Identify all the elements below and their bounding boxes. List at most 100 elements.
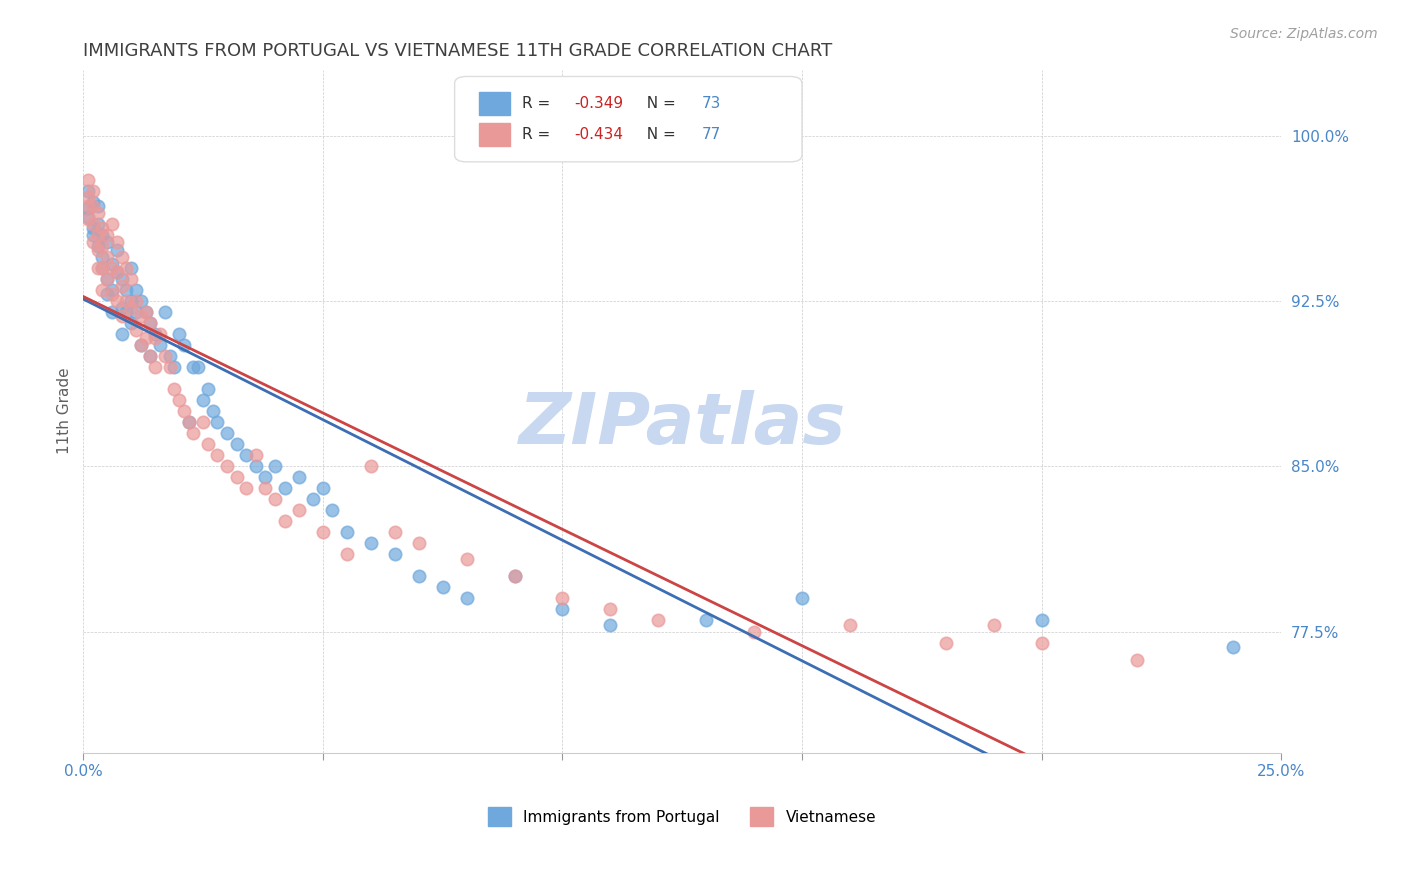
Point <box>173 404 195 418</box>
Point <box>82 217 104 231</box>
Point <box>111 250 134 264</box>
Point <box>101 260 124 275</box>
Point <box>77 212 100 227</box>
Point <box>288 470 311 484</box>
Point <box>86 244 108 258</box>
Point <box>312 481 335 495</box>
Point <box>105 244 128 258</box>
Point <box>456 551 478 566</box>
Point <box>935 635 957 649</box>
Point <box>254 481 277 495</box>
Point <box>599 602 621 616</box>
Point <box>264 459 287 474</box>
Point <box>96 272 118 286</box>
Point <box>245 459 267 474</box>
Point <box>96 250 118 264</box>
Point <box>115 305 138 319</box>
Point <box>82 194 104 209</box>
Point <box>215 426 238 441</box>
Point <box>173 338 195 352</box>
Point <box>225 437 247 451</box>
Point <box>139 316 162 330</box>
Point <box>201 404 224 418</box>
Point <box>129 310 152 324</box>
Point <box>82 221 104 235</box>
Point <box>177 415 200 429</box>
Text: -0.349: -0.349 <box>575 96 623 112</box>
Point <box>82 184 104 198</box>
FancyBboxPatch shape <box>478 123 510 146</box>
Point <box>77 202 100 216</box>
Point <box>143 326 166 341</box>
Point <box>153 305 176 319</box>
Point <box>695 614 717 628</box>
FancyBboxPatch shape <box>454 77 801 161</box>
Point <box>273 481 295 495</box>
Point <box>82 227 104 242</box>
Point <box>91 260 114 275</box>
Point <box>1222 640 1244 654</box>
Point <box>135 331 157 345</box>
Point <box>120 301 142 315</box>
Point <box>120 272 142 286</box>
Text: ZIPatlas: ZIPatlas <box>519 391 846 459</box>
Point <box>273 514 295 528</box>
Point <box>163 382 186 396</box>
Point <box>503 569 526 583</box>
Point <box>153 349 176 363</box>
Text: 77: 77 <box>702 127 721 142</box>
Point <box>183 360 205 375</box>
Point <box>302 492 325 507</box>
Point <box>215 459 238 474</box>
Point <box>288 503 311 517</box>
Point <box>384 548 406 562</box>
Point <box>101 217 124 231</box>
Point <box>245 448 267 462</box>
Point <box>143 331 166 345</box>
Point <box>503 569 526 583</box>
Point <box>254 470 277 484</box>
Text: 73: 73 <box>702 96 721 112</box>
Point <box>125 305 148 319</box>
Point <box>111 326 134 341</box>
Point <box>139 349 162 363</box>
Point <box>111 301 134 315</box>
Point <box>360 536 382 550</box>
Point <box>159 349 181 363</box>
Point <box>159 360 181 375</box>
Point <box>96 272 118 286</box>
Text: -0.434: -0.434 <box>575 127 623 142</box>
FancyBboxPatch shape <box>478 92 510 115</box>
Point <box>120 260 142 275</box>
Point <box>77 199 100 213</box>
Point <box>77 211 100 225</box>
Point <box>86 260 108 275</box>
Point <box>456 591 478 606</box>
Point <box>115 293 138 308</box>
Point <box>105 235 128 249</box>
Point <box>120 316 142 330</box>
Point <box>197 437 219 451</box>
Point <box>111 278 134 293</box>
Point <box>838 618 860 632</box>
Point <box>129 338 152 352</box>
Point <box>360 459 382 474</box>
Point <box>163 360 186 375</box>
Point <box>235 448 257 462</box>
Point <box>647 614 669 628</box>
Point <box>551 591 574 606</box>
Point <box>77 184 100 198</box>
Point <box>101 283 124 297</box>
Text: IMMIGRANTS FROM PORTUGAL VS VIETNAMESE 11TH GRADE CORRELATION CHART: IMMIGRANTS FROM PORTUGAL VS VIETNAMESE 1… <box>83 42 832 60</box>
Text: Source: ZipAtlas.com: Source: ZipAtlas.com <box>1230 27 1378 41</box>
Point <box>197 382 219 396</box>
Point <box>101 305 124 319</box>
Point <box>120 293 142 308</box>
Point <box>86 199 108 213</box>
Point <box>191 415 214 429</box>
Y-axis label: 11th Grade: 11th Grade <box>58 368 72 455</box>
Point <box>177 415 200 429</box>
Point <box>207 448 229 462</box>
Point <box>551 602 574 616</box>
Point <box>101 287 124 301</box>
